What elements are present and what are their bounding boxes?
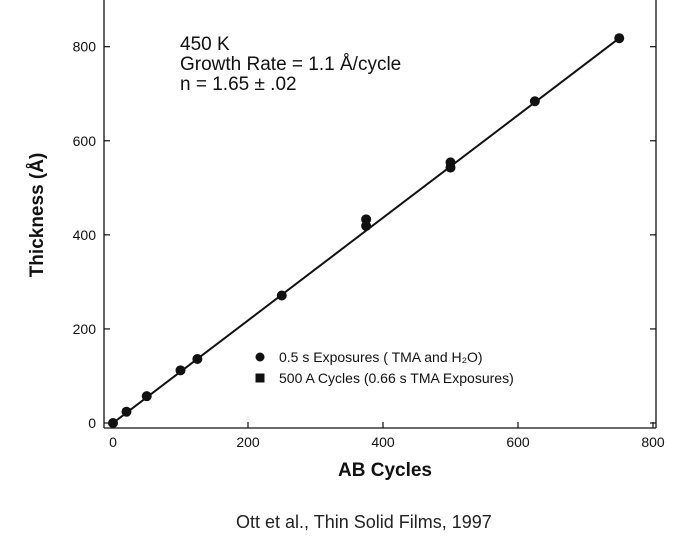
x-tick-label: 200 bbox=[236, 434, 260, 450]
data-point bbox=[141, 391, 152, 402]
y-tick-label: 200 bbox=[73, 321, 97, 337]
y-tick-label: 800 bbox=[73, 39, 97, 55]
x-tick-label: 400 bbox=[371, 434, 395, 450]
data-point bbox=[192, 354, 203, 365]
data-point bbox=[361, 214, 372, 225]
data-point bbox=[108, 418, 118, 428]
y-tick-label: 400 bbox=[73, 227, 97, 243]
data-point bbox=[276, 290, 287, 301]
annotation-block: 450 K Growth Rate = 1.1 Å/cycle n = 1.65… bbox=[180, 34, 401, 95]
legend-label-cycles: 500 A Cycles (0.66 s TMA Exposures) bbox=[279, 370, 514, 386]
x-tick-label: 800 bbox=[641, 434, 665, 450]
annotation-index: n = 1.65 ± .02 bbox=[180, 74, 297, 95]
legend-marker-square bbox=[255, 373, 265, 383]
x-tick-label: 600 bbox=[506, 434, 530, 450]
y-axis-label: Thickness (Å) bbox=[27, 153, 48, 278]
x-axis-label: AB Cycles bbox=[338, 460, 432, 481]
data-point bbox=[529, 96, 540, 107]
legend-marker-circle bbox=[255, 352, 265, 362]
x-tick-label: 0 bbox=[109, 434, 117, 450]
y-tick-label: 600 bbox=[73, 133, 97, 149]
annotation-growth-rate: Growth Rate = 1.1 Å/cycle bbox=[180, 54, 401, 75]
y-tick-label: 0 bbox=[88, 415, 96, 431]
citation: Ott et al., Thin Solid Films, 1997 bbox=[236, 512, 492, 532]
data-point bbox=[121, 406, 132, 417]
plot-area: 0 200 400 600 800 0 200 400 600 800 bbox=[73, 0, 665, 450]
legend: 0.5 s Exposures ( TMA and H₂O) 500 A Cyc… bbox=[255, 349, 514, 386]
annotation-temperature: 450 K bbox=[180, 34, 230, 55]
data-point bbox=[445, 157, 456, 168]
data-point bbox=[614, 33, 625, 44]
legend-label-exposures: 0.5 s Exposures ( TMA and H₂O) bbox=[279, 349, 483, 365]
data-point bbox=[175, 365, 186, 376]
